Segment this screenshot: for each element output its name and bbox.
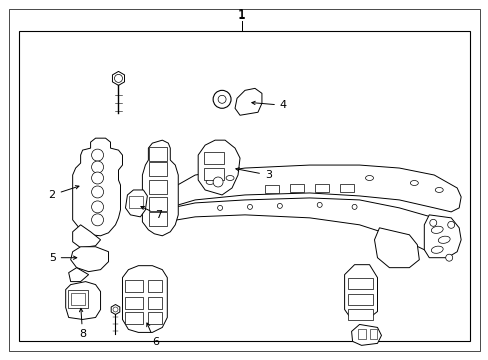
Bar	[148, 297, 162, 309]
Bar	[264, 185, 278, 193]
Bar	[203, 152, 224, 164]
Bar	[71, 293, 84, 305]
Ellipse shape	[430, 226, 442, 233]
Bar	[149, 180, 167, 194]
Bar	[347, 293, 372, 305]
Polygon shape	[125, 190, 147, 217]
Text: 6: 6	[146, 323, 159, 347]
Bar	[67, 289, 87, 307]
Bar	[149, 197, 167, 211]
Bar	[149, 162, 167, 176]
Polygon shape	[112, 71, 124, 85]
Bar	[125, 312, 143, 324]
Bar	[203, 168, 224, 180]
Bar	[314, 184, 328, 192]
Text: 8: 8	[79, 309, 86, 339]
Polygon shape	[374, 228, 419, 268]
Bar	[369, 329, 377, 339]
Circle shape	[91, 149, 103, 161]
Polygon shape	[65, 282, 101, 319]
Circle shape	[351, 204, 356, 210]
Polygon shape	[73, 225, 101, 248]
Circle shape	[114, 75, 122, 82]
Polygon shape	[198, 140, 240, 195]
Circle shape	[247, 204, 252, 210]
Circle shape	[218, 95, 225, 103]
Polygon shape	[235, 88, 262, 115]
Bar	[339, 184, 353, 192]
Circle shape	[213, 90, 230, 108]
Bar	[347, 310, 372, 320]
Circle shape	[113, 307, 118, 312]
Bar	[19, 31, 469, 341]
Polygon shape	[165, 165, 460, 212]
Bar	[125, 297, 143, 309]
Circle shape	[445, 254, 452, 261]
Ellipse shape	[430, 246, 442, 253]
Polygon shape	[71, 247, 108, 272]
Circle shape	[91, 201, 103, 213]
Text: 7: 7	[141, 206, 162, 220]
Bar	[125, 280, 143, 292]
Ellipse shape	[206, 180, 214, 184]
Polygon shape	[344, 265, 377, 319]
Polygon shape	[68, 268, 88, 282]
Text: 3: 3	[235, 168, 271, 180]
Ellipse shape	[434, 188, 442, 193]
Circle shape	[91, 161, 103, 173]
Circle shape	[277, 203, 282, 208]
Circle shape	[429, 219, 436, 226]
Text: 5: 5	[49, 253, 77, 263]
Circle shape	[217, 206, 222, 210]
Circle shape	[213, 177, 223, 187]
Polygon shape	[424, 215, 460, 258]
Bar	[149, 212, 167, 226]
Circle shape	[91, 172, 103, 184]
Bar	[148, 312, 162, 324]
Polygon shape	[351, 324, 381, 345]
Ellipse shape	[437, 236, 449, 243]
Polygon shape	[111, 305, 120, 315]
Polygon shape	[122, 266, 167, 332]
Circle shape	[91, 214, 103, 226]
Bar	[129, 196, 143, 208]
Polygon shape	[73, 138, 122, 236]
Text: 1: 1	[238, 8, 245, 21]
Circle shape	[91, 186, 103, 198]
Text: 2: 2	[48, 186, 79, 200]
Text: 4: 4	[251, 100, 286, 110]
Polygon shape	[142, 140, 178, 236]
Ellipse shape	[365, 176, 373, 180]
Bar	[357, 329, 365, 339]
Bar	[347, 278, 372, 289]
Text: 1: 1	[238, 9, 245, 22]
Bar	[289, 184, 303, 192]
Bar	[148, 280, 162, 292]
Ellipse shape	[225, 176, 234, 180]
Bar	[149, 147, 167, 161]
Circle shape	[317, 202, 322, 207]
Circle shape	[447, 221, 454, 228]
Polygon shape	[162, 198, 454, 256]
Ellipse shape	[409, 180, 417, 185]
